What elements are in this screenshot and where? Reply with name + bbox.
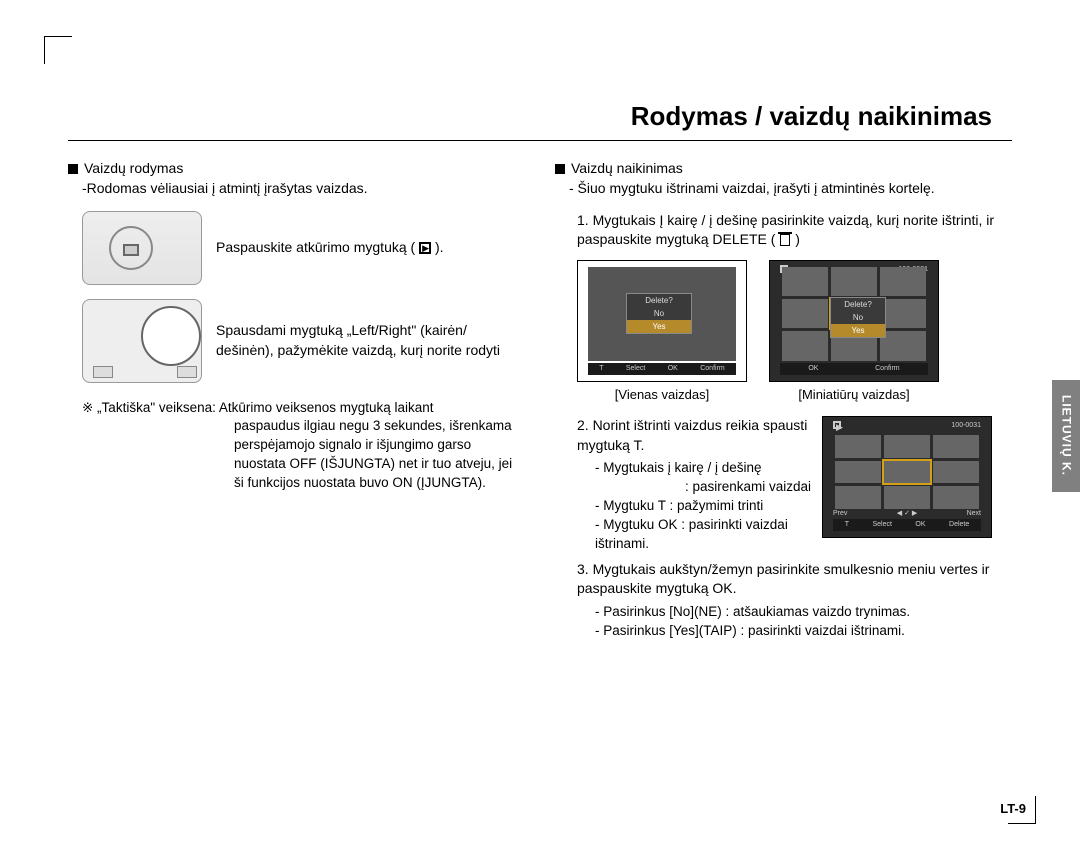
camera-illust-1	[82, 211, 202, 285]
screen-thumbs-wrap: 100-0031 Delete? No Yes	[769, 260, 939, 404]
step3a: - Pasirinkus [No](NE) : atšaukiamas vaiz…	[595, 603, 1012, 622]
right-column: Vaizdų naikinimas - Šiuo mygtuku ištrina…	[555, 159, 1012, 640]
illust1-text-a: Paspauskite atkūrimo mygtuką (	[216, 239, 415, 255]
step3b: - Pasirinkus [Yes](TAIP) : pasirinkti va…	[595, 622, 1012, 641]
bar-t: T	[597, 364, 605, 374]
playback-icon	[419, 242, 431, 254]
screen-select: 100-0031 Prev ◀ ✓ ▶ Next T Select OK Del…	[822, 416, 992, 538]
left-heading: Vaizdų rodymas	[84, 160, 183, 176]
caption-single: [Vienas vaizdas]	[577, 386, 747, 404]
dlg-title: Delete?	[831, 298, 885, 311]
left-line1: -Rodomas vėliausiai į atmintį įrašytas v…	[82, 179, 525, 199]
bar-confirm: Confirm	[698, 364, 727, 374]
bar-next: Next	[967, 509, 981, 519]
screen-bottom-bar: T Select OK Delete	[833, 519, 981, 531]
dlg-title: Delete?	[627, 294, 691, 307]
step3: 3. Mygtukais aukštyn/žemyn pasirinkite s…	[577, 560, 1012, 599]
bar-ok: OK	[806, 364, 820, 374]
illust1-text-b: ).	[435, 239, 444, 255]
page-number: LT-9	[1000, 800, 1026, 818]
screen-bottom-bar: OK Confirm	[780, 363, 928, 375]
step1-b: )	[795, 231, 800, 247]
caption-thumbs: [Miniatiūrų vaizdas]	[769, 386, 939, 404]
play-icon	[833, 421, 841, 429]
file-num: 100-0031	[951, 421, 981, 431]
bullet-icon	[555, 164, 565, 174]
illust2-text: Spausdami mygtuką „Left/Right" (kairėn/ …	[216, 321, 525, 360]
right-heading: Vaizdų naikinimas	[571, 160, 683, 176]
note-lead: ※ „Taktiška" veiksena:	[82, 400, 216, 415]
trash-icon	[779, 232, 791, 246]
bar-confirm: Confirm	[873, 364, 902, 374]
screen-bottom-bar: T Select OK Confirm	[588, 363, 736, 375]
dlg-yes: Yes	[627, 320, 691, 333]
bar-select: Select	[624, 364, 647, 374]
screen-single-wrap: Delete? No Yes T Select OK Confirm [Vien…	[577, 260, 747, 404]
left-column: Vaizdų rodymas -Rodomas vėliausiai į atm…	[68, 159, 525, 640]
camera-illust-2	[82, 299, 202, 383]
bar-ok: OK	[666, 364, 680, 374]
delete-dialog: Delete? No Yes	[626, 293, 692, 335]
right-line1: - Šiuo mygtuku ištrinami vaizdai, įrašyt…	[569, 179, 1012, 199]
dlg-no: No	[627, 307, 691, 320]
note-body-rest: paspaudus ilgiau negu 3 sekundes, išrenk…	[234, 417, 525, 493]
page: Rodymas / vaizdų naikinimas Vaizdų rodym…	[68, 28, 1012, 824]
dlg-no: No	[831, 311, 885, 324]
bar-prev: Prev	[833, 509, 847, 519]
bar-ok: OK	[913, 520, 927, 530]
page-title: Rodymas / vaizdų naikinimas	[68, 28, 1012, 141]
bar-t: T	[843, 520, 851, 530]
screen-single: Delete? No Yes T Select OK Confirm	[577, 260, 747, 382]
dlg-yes: Yes	[831, 324, 885, 337]
delete-dialog-2: Delete? No Yes	[830, 297, 886, 339]
bar-select: Select	[870, 520, 893, 530]
language-tab: LIETUVIŲ K.	[1052, 380, 1080, 492]
bullet-icon	[68, 164, 78, 174]
bar-delete: Delete	[947, 520, 971, 530]
note-body-start: Atkūrimo veiksenos mygtuką laikant	[219, 400, 434, 415]
screen-thumbs: 100-0031 Delete? No Yes	[769, 260, 939, 382]
